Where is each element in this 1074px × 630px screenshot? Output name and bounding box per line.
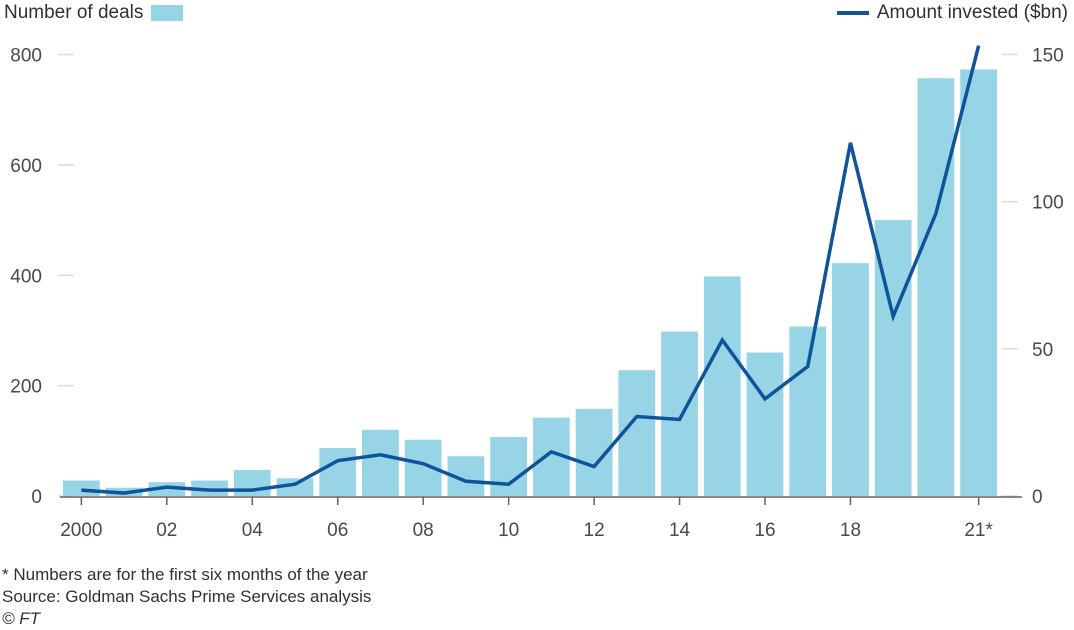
- legend-line: Amount invested ($bn): [836, 2, 1068, 24]
- bar-2004: [233, 470, 271, 496]
- legend-bars-label: Number of deals: [4, 2, 144, 23]
- x-axis-label: 18: [840, 520, 861, 541]
- bar-2003: [191, 480, 228, 496]
- left-axis-label: 200: [10, 377, 42, 398]
- x-axis-label: 2000: [60, 520, 102, 541]
- x-axis-label: 08: [413, 520, 434, 541]
- x-axis-label: 16: [754, 520, 775, 541]
- x-axis-label: 10: [498, 520, 519, 541]
- right-axis-label: 50: [1032, 340, 1053, 361]
- bar-2010: [490, 436, 528, 496]
- bar-2014: [661, 331, 698, 496]
- x-axis-label: 02: [156, 520, 177, 541]
- x-axis-label: 06: [327, 520, 348, 541]
- chart-notes: * Numbers are for the first six months o…: [2, 564, 371, 630]
- bar-2000: [62, 480, 100, 496]
- bar-2016: [746, 352, 784, 496]
- left-axis-label: 400: [10, 266, 42, 287]
- bar-2021: [960, 69, 998, 497]
- legend-bars-swatch: [151, 5, 184, 21]
- legend-bars: Number of deals: [4, 2, 184, 24]
- x-axis-label: 12: [584, 520, 605, 541]
- right-axis-label: 100: [1032, 193, 1064, 214]
- bar-2015: [703, 276, 741, 496]
- left-axis-label: 800: [10, 46, 42, 67]
- right-axis-label: 150: [1032, 45, 1064, 66]
- legend-line-label: Amount invested ($bn): [876, 2, 1068, 23]
- footnote: * Numbers are for the first six months o…: [2, 565, 368, 584]
- left-axis-label: 0: [31, 487, 42, 508]
- x-axis-label: 21*: [964, 520, 993, 541]
- bar-2002: [148, 482, 186, 496]
- bar-2020: [917, 78, 955, 497]
- bar-2005: [276, 478, 314, 496]
- bar-2017: [789, 326, 827, 496]
- bar-2007: [362, 429, 399, 496]
- right-axis-label: 0: [1032, 487, 1043, 508]
- left-axis-label: 600: [10, 156, 42, 177]
- chart: 0 200 400 600 800 0 50 100 150 2000 02 04 06 08 10 12 14…: [10, 45, 1064, 541]
- x-axis-label: 14: [669, 520, 691, 541]
- source-note: Source: Goldman Sachs Prime Services ana…: [2, 587, 372, 606]
- legend-line-swatch: [836, 11, 869, 15]
- x-axis-label: 04: [242, 520, 264, 541]
- bar-2006: [319, 447, 357, 496]
- bar-2018: [832, 263, 869, 496]
- amount-invested-line: [81, 45, 981, 495]
- credit: © FT: [2, 609, 41, 628]
